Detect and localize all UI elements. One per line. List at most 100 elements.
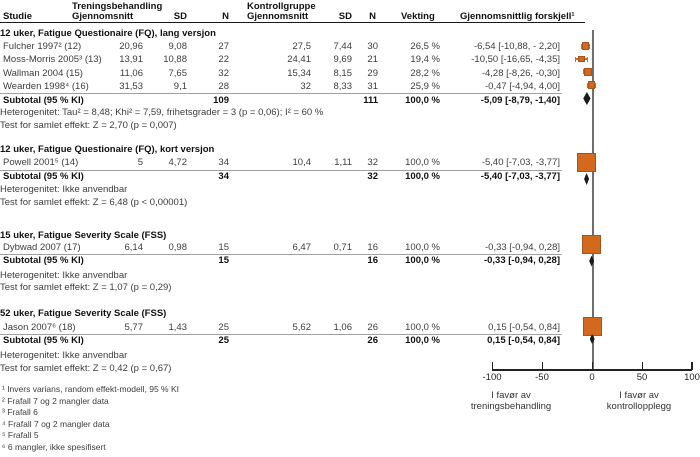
study-row: Wearden 1998⁴ (16) 31,53 9,1 28 32 8,33 … (0, 81, 562, 94)
control-mean: 15,34 (287, 68, 311, 79)
footnote: ⁶ 6 mangler, ikke spesifisert (2, 442, 106, 452)
control-mean: 5,62 (292, 322, 312, 333)
treatment-mean: 6,14 (124, 242, 144, 253)
ci-cap-right (589, 43, 591, 49)
header-separator-line (0, 21, 585, 24)
control-n: 26 (367, 322, 378, 333)
control-sd: 7,44 (333, 41, 353, 52)
control-sd: 1,06 (333, 322, 353, 333)
treatment-n: 28 (218, 81, 229, 92)
subtotal-diff: -5,09 [-8,79, -1,40] (480, 95, 560, 106)
study-name: Moss-Morris 2005³ (13) (3, 54, 102, 65)
axis-tick (491, 362, 493, 370)
subtotal-label: Subtotal (95 % KI) (3, 95, 84, 106)
heterogeneity-text: Heterogenitet: Ikke anvendbar (0, 270, 128, 281)
subtotal-n-t: 25 (218, 335, 229, 346)
subtotal-n-t: 109 (213, 95, 229, 106)
col-header-mean-t: Gjennomsnitt (72, 11, 134, 22)
weight: 25,9 % (410, 81, 440, 92)
control-sd: 1,11 (334, 157, 352, 168)
ci-cap-left (580, 43, 582, 49)
subtotal-label: Subtotal (95 % KI) (3, 255, 84, 266)
subtotal-n-t: 34 (218, 171, 229, 182)
effect-square (581, 42, 590, 50)
heterogeneity-text: Heterogenitet: Ikke anvendbar (0, 184, 128, 195)
subtotal-row: Subtotal (95 % KI) 15 16 100,0 % -0,33 [… (0, 255, 562, 268)
subtotal-diff: 0,15 [-0,54, 0,84] (487, 335, 560, 346)
axis-tick (691, 362, 693, 370)
footnote: ² Frafall 7 og 2 mangler data (2, 396, 109, 406)
treatment-n: 34 (218, 157, 229, 168)
weight: 100,0 % (405, 157, 440, 168)
axis-tick-label: 100 (684, 372, 700, 383)
ci-whisker (575, 58, 588, 60)
control-sd: 8,33 (333, 81, 353, 92)
ci-whisker (581, 45, 590, 47)
mean-difference: -4,28 [-8,26, -0,30] (481, 68, 560, 79)
subtotal-n-t: 15 (218, 255, 229, 266)
subtotal-diff: -0,33 [-0,94, 0,28] (483, 255, 560, 266)
treatment-sd: 0,98 (168, 242, 188, 253)
weight: 19,4 % (410, 54, 440, 65)
overall-effect-text: Test for samlet effekt: Z = 6,48 (p < 0,… (0, 197, 188, 208)
subtotal-diff: -5,40 [-7,03, -3,77] (480, 171, 560, 182)
ci-cap-right (595, 82, 597, 88)
weight: 28,2 % (410, 68, 440, 79)
subtotal-separator-line (0, 169, 562, 171)
effect-square (578, 55, 585, 63)
axis-tick (541, 362, 543, 370)
control-mean: 24,41 (287, 54, 311, 65)
ci-cap-left (586, 82, 588, 88)
treatment-n: 32 (218, 68, 229, 79)
axis-tick-label: -100 (482, 372, 502, 383)
subtotal-row: Subtotal (95 % KI) 34 32 100,0 % -5,40 [… (0, 171, 562, 184)
control-sd: 9,69 (333, 54, 353, 65)
study-name: Powell 2001⁵ (14) (3, 157, 79, 168)
subtotal-weight: 100,0 % (405, 255, 440, 266)
axis-caption-left: treningsbehandling (470, 401, 552, 412)
subtotal-separator-line (0, 333, 562, 335)
heterogeneity-text: Heterogenitet: Tau² = 8,48; Khi² = 7,59,… (0, 107, 324, 118)
weight: 100,0 % (405, 322, 440, 333)
section-title: 15 uker, Fatigue Severity Scale (FSS) (0, 230, 167, 241)
control-mean: 32 (300, 81, 311, 92)
zero-effect-line (591, 30, 594, 370)
footnote: ⁴ Frafall 7 og 2 mangler data (2, 419, 110, 429)
ci-cap-left (584, 159, 586, 165)
treatment-mean: 11,06 (119, 68, 143, 79)
mean-difference: 0,15 [-0,54, 0,84] (488, 322, 560, 333)
subtotal-n-c: 16 (367, 255, 378, 266)
control-n: 30 (367, 41, 378, 52)
subtotal-weight: 100,0 % (405, 335, 440, 346)
treatment-group-header: Treningsbehandling (72, 1, 163, 12)
study-row: Jason 2007⁶ (18) 5,77 1,43 25 5,62 1,06 … (0, 322, 562, 335)
subtotal-label: Subtotal (95 % KI) (3, 335, 84, 346)
footnote: ⁵ Frafall 5 (2, 430, 39, 440)
control-group-header: Kontrollgruppe (247, 1, 316, 12)
study-row: Dybwad 2007 (17) 6,14 0,98 15 6,47 0,71 … (0, 242, 562, 255)
col-header-n-t: N (222, 11, 229, 22)
pooled-diamond (584, 173, 590, 185)
section-title: 12 uker, Fatigue Questionaire (FQ), kort… (0, 144, 215, 155)
ci-cap-right (586, 56, 589, 62)
col-header-study: Studie (3, 11, 33, 22)
treatment-mean: 5 (137, 157, 143, 168)
study-name: Dybwad 2007 (17) (3, 242, 81, 253)
axis-tick (641, 362, 643, 370)
study-name: Wearden 1998⁴ (16) (3, 81, 89, 92)
subtotal-n-c: 32 (367, 171, 378, 182)
treatment-n: 22 (218, 54, 229, 65)
mean-difference: -5,40 [-7,03, -3,77] (481, 157, 560, 168)
study-name: Wallman 2004 (15) (3, 68, 83, 79)
control-sd: 0,71 (333, 242, 353, 253)
overall-effect-text: Test for samlet effekt: Z = 1,07 (p = 0,… (0, 282, 172, 293)
subtotal-n-c: 111 (363, 95, 378, 106)
control-n: 32 (367, 157, 378, 168)
study-name: Jason 2007⁶ (18) (3, 322, 76, 333)
study-row: Powell 2001⁵ (14) 5 4,72 34 10,4 1,11 32… (0, 157, 562, 170)
subtotal-label: Subtotal (95 % KI) (3, 171, 84, 182)
pooled-diamond (583, 92, 591, 105)
axis-caption-right: kontrollopplegg (606, 401, 672, 412)
study-name: Fulcher 1997² (12) (3, 41, 82, 52)
